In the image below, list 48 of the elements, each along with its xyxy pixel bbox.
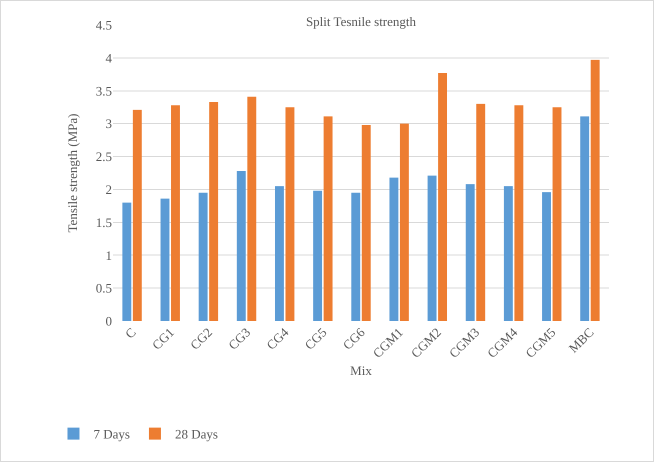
x-tick-label: CG3 xyxy=(225,324,254,353)
bar xyxy=(389,178,398,321)
y-tick-label: 2 xyxy=(106,182,112,197)
chart-title: Split Tesnile strength xyxy=(306,14,417,30)
bar xyxy=(171,105,180,321)
bar xyxy=(400,124,409,321)
x-tick-label: CG4 xyxy=(263,324,292,353)
bar xyxy=(351,192,360,321)
y-tick-label: 0.5 xyxy=(96,280,112,296)
bar xyxy=(438,73,448,321)
bar xyxy=(514,105,524,321)
y-tick-label: 4 xyxy=(106,50,112,66)
y-tick-label: 3.5 xyxy=(96,83,112,98)
x-tick-label: CG6 xyxy=(340,324,368,353)
bar xyxy=(236,171,246,321)
x-tick-label: CG2 xyxy=(187,324,216,353)
bar xyxy=(122,202,132,321)
y-tick-label: 4.5 xyxy=(96,18,112,33)
bar xyxy=(285,107,294,321)
y-tick-label: 1 xyxy=(106,248,112,263)
bar xyxy=(504,186,513,321)
bar xyxy=(362,124,371,321)
bar xyxy=(160,198,170,321)
legend-label: 7 Days xyxy=(93,426,130,442)
bar xyxy=(542,192,551,321)
x-axis-title: Mix xyxy=(350,362,372,378)
bar xyxy=(428,176,437,321)
bar xyxy=(209,102,218,321)
bar xyxy=(198,192,208,321)
bar xyxy=(552,107,562,321)
x-tick-label: CG1 xyxy=(148,324,177,353)
y-tick-label: 1.5 xyxy=(96,214,112,230)
y-tick-label: 3 xyxy=(106,116,112,132)
y-axis-title: Tensile strength (MPa) xyxy=(65,114,80,232)
bar xyxy=(274,186,284,321)
x-tick-label: C xyxy=(122,324,139,342)
bar xyxy=(247,96,256,321)
bar xyxy=(590,60,600,321)
bar xyxy=(476,104,486,321)
x-tick-label: CG5 xyxy=(302,324,330,353)
bar xyxy=(466,184,475,321)
legend-label: 28 Days xyxy=(174,426,218,442)
bar xyxy=(324,116,333,321)
bar xyxy=(313,190,322,321)
bar xyxy=(132,110,142,321)
y-tick-label: 2.5 xyxy=(96,149,112,164)
bar xyxy=(580,116,590,321)
y-tick-label: 0 xyxy=(106,314,112,329)
